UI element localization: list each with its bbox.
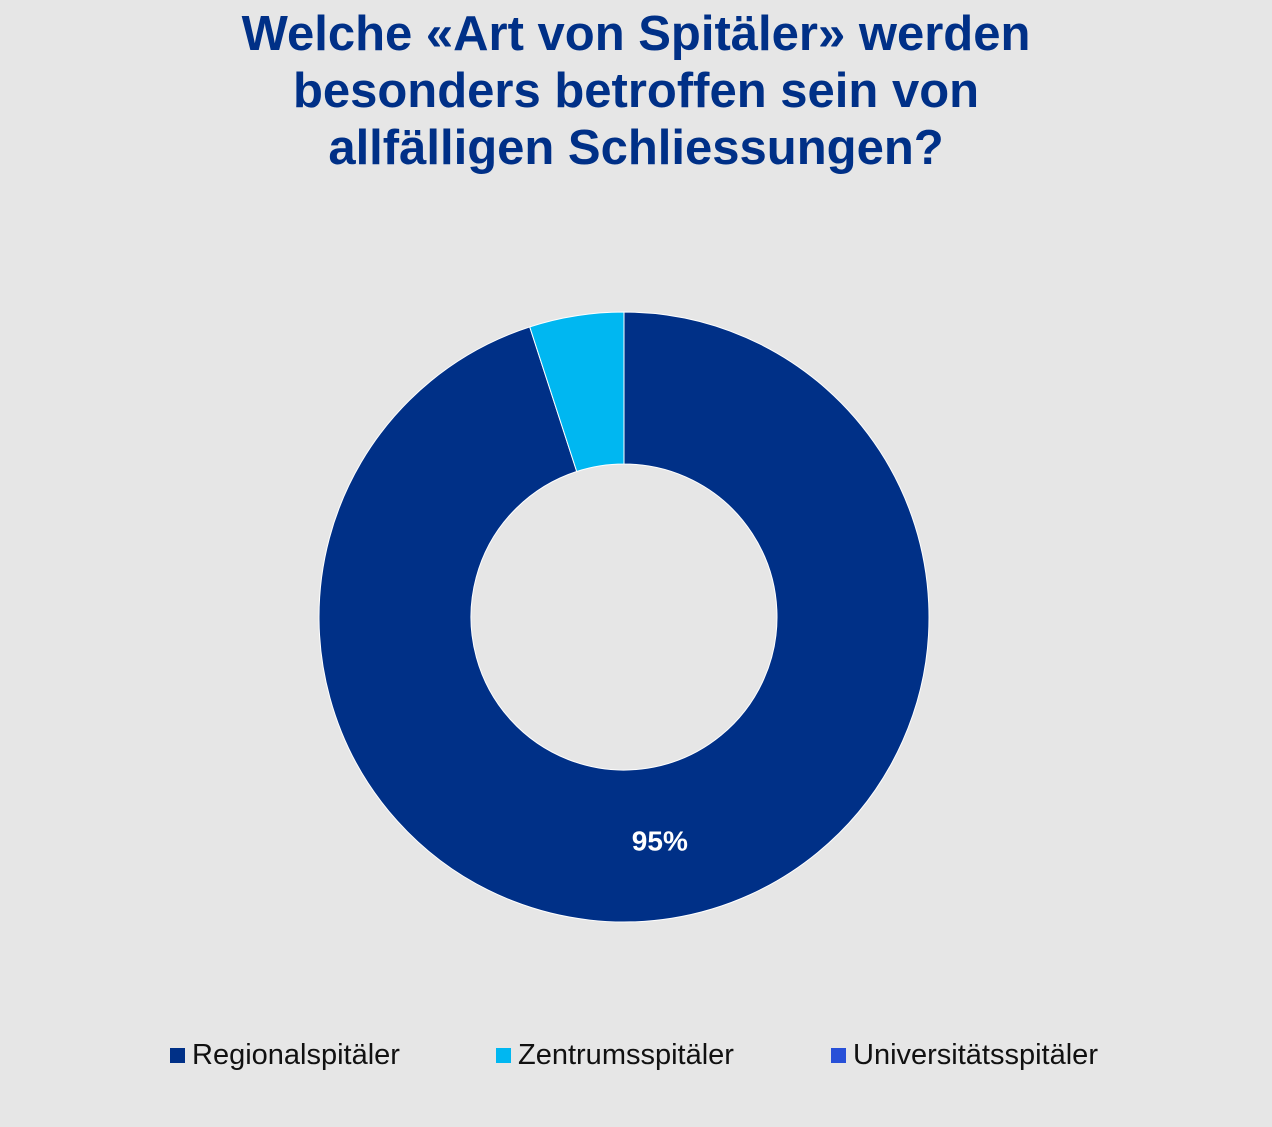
donut-slices — [318, 311, 930, 923]
data-label-regionalspitaeler: 95% — [632, 826, 688, 857]
legend-label-zentrumsspitaeler: Zentrumsspitäler — [518, 1038, 734, 1071]
legend-item-universitaetsspitaeler[interactable]: Universitätsspitäler — [831, 1037, 1098, 1073]
legend-swatch-universitaetsspitaeler — [831, 1047, 846, 1063]
legend-item-zentrumsspitaeler[interactable]: Zentrumsspitäler — [496, 1037, 734, 1073]
legend-label-universitaetsspitaeler: Universitätsspitäler — [853, 1038, 1098, 1071]
chart-title-line-3: allfälligen Schliessungen? — [328, 121, 944, 175]
chart-title-line-2: besonders betroffen sein von — [292, 64, 980, 118]
chart-legend: Regionalspitäler Zentrumsspitäler Univer… — [0, 1037, 1272, 1073]
legend-swatch-regionalspitaeler — [170, 1047, 185, 1063]
chart-title-line-1: Welche «Art von Spitäler» werden — [241, 7, 1031, 61]
donut-slice-zentrumsspitaeler[interactable] — [529, 311, 625, 473]
legend-label-regionalspitaeler: Regionalspitäler — [192, 1038, 400, 1071]
chart-title: Welche «Art von Spitäler» werden besonde… — [0, 6, 1272, 177]
legend-item-regionalspitaeler[interactable]: Regionalspitäler — [170, 1037, 400, 1073]
legend-swatch-zentrumsspitaeler — [496, 1047, 511, 1063]
donut-data-labels: 95% — [632, 826, 688, 857]
donut-slice-regionalspitaeler[interactable] — [318, 311, 930, 923]
